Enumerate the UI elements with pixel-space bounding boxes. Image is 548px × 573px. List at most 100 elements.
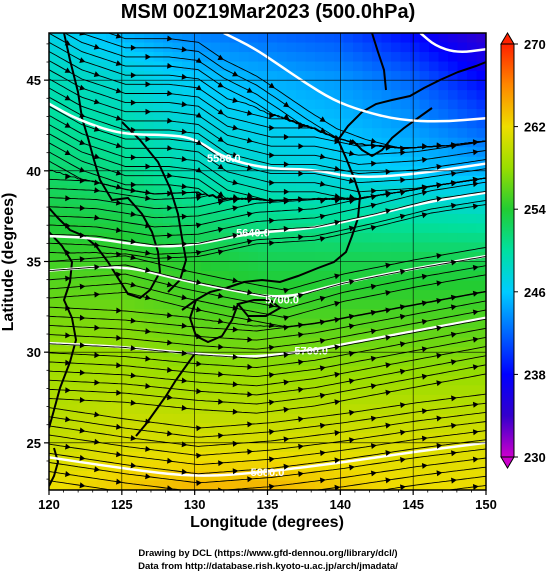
heat-cell (324, 232, 335, 244)
heat-cell (134, 109, 145, 120)
heat-cell (96, 166, 107, 177)
heat-cell (210, 185, 221, 196)
wind-arrow (283, 315, 290, 321)
heat-cell (476, 223, 486, 234)
heat-cell (334, 328, 345, 339)
streamline (49, 355, 486, 396)
heat-cell (476, 366, 486, 377)
heat-cell (144, 280, 155, 291)
wind-arrow (472, 203, 479, 210)
wind-arrow (319, 153, 326, 160)
x-tick-label: 125 (111, 497, 133, 512)
heat-cell (58, 251, 69, 263)
heat-cell (77, 337, 88, 348)
heat-cell (229, 356, 240, 367)
heat-cell (68, 328, 79, 339)
heat-cell (96, 356, 107, 367)
heat-cell (172, 223, 183, 234)
heat-cell (125, 147, 136, 158)
wind-arrow (115, 142, 122, 149)
wind-arrow (130, 187, 137, 194)
wind-arrow (116, 423, 122, 430)
heat-cell (457, 299, 468, 310)
heat-cell (457, 251, 468, 263)
heat-cell (334, 52, 345, 63)
heat-cell (410, 147, 421, 158)
heat-cell (248, 461, 259, 472)
heat-cell (182, 71, 193, 82)
heat-cell (334, 385, 345, 396)
heat-cell (163, 175, 174, 186)
heat-cell (182, 223, 193, 234)
heat-cell (229, 451, 240, 463)
wind-arrow (319, 365, 326, 372)
heat-cell (362, 52, 373, 63)
wind-arrow (65, 443, 71, 450)
heat-cell (201, 71, 212, 82)
heat-cell (239, 80, 250, 91)
heat-cell (229, 156, 240, 167)
heat-cell (448, 251, 459, 263)
heat-cell (334, 337, 345, 348)
heat-cell (77, 318, 88, 329)
heat-cell (106, 442, 117, 453)
heat-cell (324, 242, 335, 253)
heat-cell (362, 442, 373, 453)
heat-cell (286, 128, 297, 139)
heat-cell (467, 423, 478, 434)
heat-cell (438, 271, 449, 282)
heat-cell (163, 423, 174, 434)
heat-cell (239, 61, 250, 72)
wind-arrow (436, 380, 443, 387)
wind-arrow (246, 137, 253, 144)
heat-cell (201, 299, 212, 310)
heat-cell (419, 61, 430, 72)
wind-arrow (421, 273, 428, 280)
heat-cell (49, 42, 60, 53)
heat-cell (429, 128, 440, 139)
heat-cell (229, 413, 240, 424)
heat-cell (391, 290, 402, 301)
wind-arrow (385, 262, 392, 269)
x-axis-label: Longitude (degrees) (190, 514, 344, 531)
heat-cell (334, 213, 345, 225)
heat-cell (277, 109, 288, 120)
heat-cell (172, 394, 183, 405)
heat-cell (134, 232, 145, 244)
heat-cell (182, 128, 193, 139)
heat-cell (201, 90, 212, 101)
heat-cell (305, 432, 316, 443)
heat-cell (296, 242, 307, 253)
heat-cell (258, 404, 269, 415)
wind-arrow (370, 328, 377, 335)
wind-arrow (334, 300, 341, 307)
heat-cell (381, 480, 392, 490)
heat-cell (438, 404, 449, 415)
heat-cell (372, 385, 383, 396)
heat-cell (305, 33, 316, 44)
heat-cell (172, 309, 183, 320)
heat-cell (277, 280, 288, 291)
heat-cell (315, 290, 326, 301)
heat-cell (448, 451, 459, 463)
heat-cell (106, 223, 117, 234)
heat-cell (191, 461, 202, 472)
heat-cell (163, 413, 174, 424)
heat-cell (153, 242, 164, 253)
heat-cell (210, 261, 221, 272)
heat-cell (182, 80, 193, 91)
wind-arrow (436, 253, 443, 259)
heat-cell (163, 299, 174, 310)
heat-cell (286, 33, 297, 44)
heat-cell (201, 33, 212, 44)
heat-cell (410, 356, 421, 367)
wind-arrow (283, 436, 290, 443)
heat-cell (201, 109, 212, 120)
heat-cell (229, 251, 240, 263)
heat-cell (153, 442, 164, 453)
heat-cell (96, 242, 107, 253)
wind-arrow (181, 156, 188, 162)
heat-cell (391, 375, 402, 386)
heat-cell (87, 375, 98, 386)
wind-arrow (167, 513, 173, 519)
